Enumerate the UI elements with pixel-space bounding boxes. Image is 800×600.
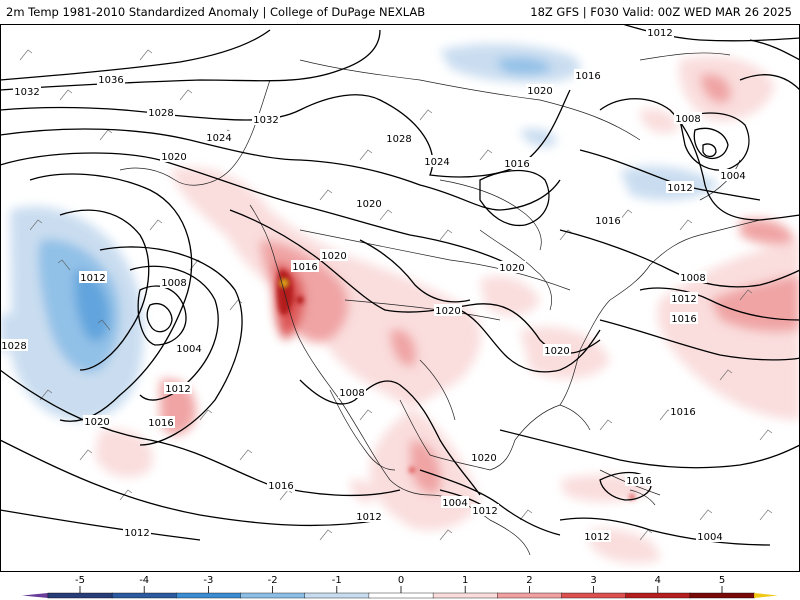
isobar-label: 1020 (356, 199, 381, 210)
colorbar-tick-label: -2 (268, 575, 278, 586)
colorbar-segment (689, 592, 755, 599)
isobar-label: 1012 (667, 183, 692, 194)
isobar-label: 1012 (80, 273, 105, 284)
colorbar: -5 -4 -3 -2 -1 0 1 2 3 4 5 (0, 572, 800, 600)
colorbar-segment (111, 592, 177, 599)
isobar-label: 1020 (527, 86, 552, 97)
isobar-label: 1016 (268, 481, 293, 492)
colorbar-min-arrow (22, 593, 48, 598)
isobar-label: 1016 (148, 418, 173, 429)
colorbar-segment (497, 592, 563, 599)
isobar-label: 1028 (1, 341, 26, 352)
isobar-label: 1008 (161, 278, 186, 289)
isobar-label: 1012 (165, 384, 190, 395)
colorbar-tick-label: 2 (526, 575, 532, 586)
colorbar-tick-label: 1 (462, 575, 468, 586)
header-bar: 2m Temp 1981-2010 Standardized Anomaly |… (0, 0, 800, 24)
isobar-label: 1004 (697, 532, 722, 543)
isobar-label: 1020 (321, 251, 346, 262)
isobar-label: 1012 (124, 528, 149, 539)
isobar-label: 1028 (386, 134, 411, 145)
isobar-label: 1016 (504, 159, 529, 170)
isobar-label: 1016 (671, 314, 696, 325)
isobar-label: 1016 (626, 476, 651, 487)
colorbar-tick-label: 4 (655, 575, 661, 586)
isobar-label: 1032 (14, 87, 39, 98)
colorbar-segment (304, 592, 370, 599)
isobar-label: 1016 (595, 216, 620, 227)
isobar-label: 1012 (671, 294, 696, 305)
isobar-label: 1020 (84, 417, 109, 428)
isobar-label: 1008 (675, 114, 700, 125)
isobar-label: 1008 (680, 273, 705, 284)
isobar-label: 1024 (206, 133, 231, 144)
isobar-label: 1036 (98, 75, 123, 86)
isobar-label: 1012 (356, 512, 381, 523)
isobar-label: 1016 (292, 262, 317, 273)
colorbar-segment (47, 592, 113, 599)
isobar-label: 1012 (472, 506, 497, 517)
colorbar-ticks: -5 -4 -3 -2 -1 0 1 2 3 4 5 (75, 575, 725, 593)
colorbar-tick-label: -3 (203, 575, 213, 586)
colorbar-tick-label: -1 (332, 575, 342, 586)
colorbar-segment (561, 592, 627, 599)
isobar-label: 1016 (670, 407, 695, 418)
colorbar-segment (625, 592, 691, 599)
colorbar-segments (22, 592, 778, 599)
isobar-label: 1020 (435, 306, 460, 317)
isobar-label: 1004 (442, 498, 467, 509)
colorbar-segment (432, 592, 499, 599)
isobar-label: 1028 (148, 108, 173, 119)
colorbar-segment (176, 592, 242, 599)
colorbar-segment (368, 592, 434, 599)
isobar-labels: 1012 1036 1032 1028 1024 1020 1032 1028 … (0, 26, 747, 543)
colorbar-max-arrow (754, 593, 778, 598)
wind-barbs (19, 49, 773, 541)
isobar-label: 1012 (647, 28, 672, 39)
isobar-label: 1024 (424, 157, 449, 168)
colorbar-segment (240, 592, 306, 599)
isobar-label: 1008 (339, 388, 364, 399)
anomaly-map: 1012 1036 1032 1028 1024 1020 1032 1028 … (0, 24, 800, 572)
isobar-label: 1004 (720, 171, 745, 182)
anomaly-shading (0, 43, 800, 564)
isobar-label: 1032 (253, 115, 278, 126)
isobar-label: 1016 (575, 71, 600, 82)
isobar-label: 1020 (544, 346, 569, 357)
valid-time: 18Z GFS | F030 Valid: 00Z WED MAR 26 202… (530, 5, 792, 19)
isobar-label: 1020 (161, 152, 186, 163)
colorbar-tick-label: 0 (398, 575, 404, 586)
isobar-label: 1012 (584, 532, 609, 543)
colorbar-tick-label: 3 (590, 575, 596, 586)
isobar-label: 1020 (471, 453, 496, 464)
chart-title: 2m Temp 1981-2010 Standardized Anomaly |… (6, 5, 426, 19)
colorbar-tick-label: -5 (75, 575, 85, 586)
isobar-label: 1004 (176, 344, 201, 355)
colorbar-tick-label: 5 (719, 575, 725, 586)
colorbar-tick-label: -4 (139, 575, 149, 586)
isobar-label: 1020 (499, 263, 524, 274)
